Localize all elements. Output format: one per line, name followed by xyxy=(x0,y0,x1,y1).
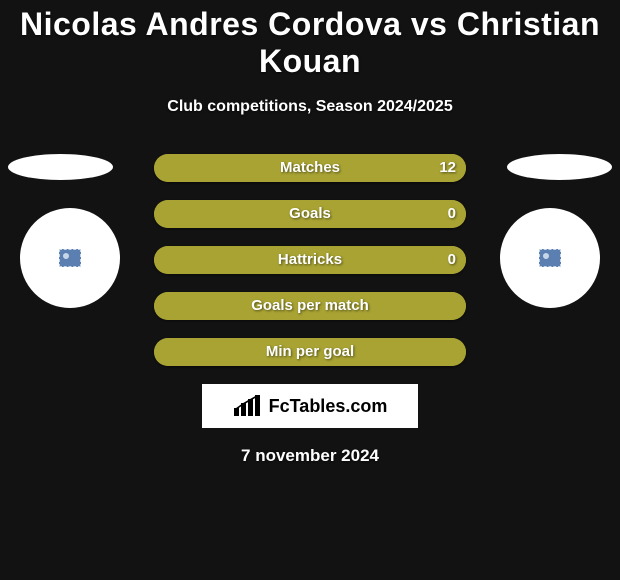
flag-left-band-1 xyxy=(44,154,78,180)
row-label: Matches xyxy=(154,154,466,182)
flag-right xyxy=(507,154,612,180)
player-left-avatar xyxy=(20,208,120,308)
footer-date: 7 november 2024 xyxy=(0,446,620,466)
player-right-avatar xyxy=(500,208,600,308)
flag-right-band-1 xyxy=(543,154,577,180)
content-area: Matches12Goals0Hattricks0Goals per match… xyxy=(0,154,620,466)
row-label: Goals xyxy=(154,200,466,228)
row-value-right: 0 xyxy=(448,200,456,228)
row-value-right: 0 xyxy=(448,246,456,274)
comparison-row: Hattricks0 xyxy=(154,246,466,274)
flag-right-band-2 xyxy=(576,154,612,180)
flag-right-band-0 xyxy=(507,154,543,180)
comparison-row: Min per goal xyxy=(154,338,466,366)
flag-left-band-0 xyxy=(8,154,44,180)
row-value-right: 12 xyxy=(439,154,456,182)
comparison-row: Goals0 xyxy=(154,200,466,228)
page-subtitle: Club competitions, Season 2024/2025 xyxy=(0,98,620,116)
placeholder-icon xyxy=(539,249,561,267)
flag-left xyxy=(8,154,113,180)
row-label: Min per goal xyxy=(154,338,466,366)
branding-chart-icon xyxy=(233,394,263,418)
branding-text: FcTables.com xyxy=(269,396,388,417)
comparison-row: Goals per match xyxy=(154,292,466,320)
row-label: Hattricks xyxy=(154,246,466,274)
flag-left-band-2 xyxy=(77,154,113,180)
page-title: Nicolas Andres Cordova vs Christian Koua… xyxy=(0,0,620,80)
comparison-row: Matches12 xyxy=(154,154,466,182)
row-label: Goals per match xyxy=(154,292,466,320)
placeholder-icon xyxy=(59,249,81,267)
branding-box: FcTables.com xyxy=(202,384,418,428)
page: Nicolas Andres Cordova vs Christian Koua… xyxy=(0,0,620,580)
comparison-rows: Matches12Goals0Hattricks0Goals per match… xyxy=(154,154,466,366)
